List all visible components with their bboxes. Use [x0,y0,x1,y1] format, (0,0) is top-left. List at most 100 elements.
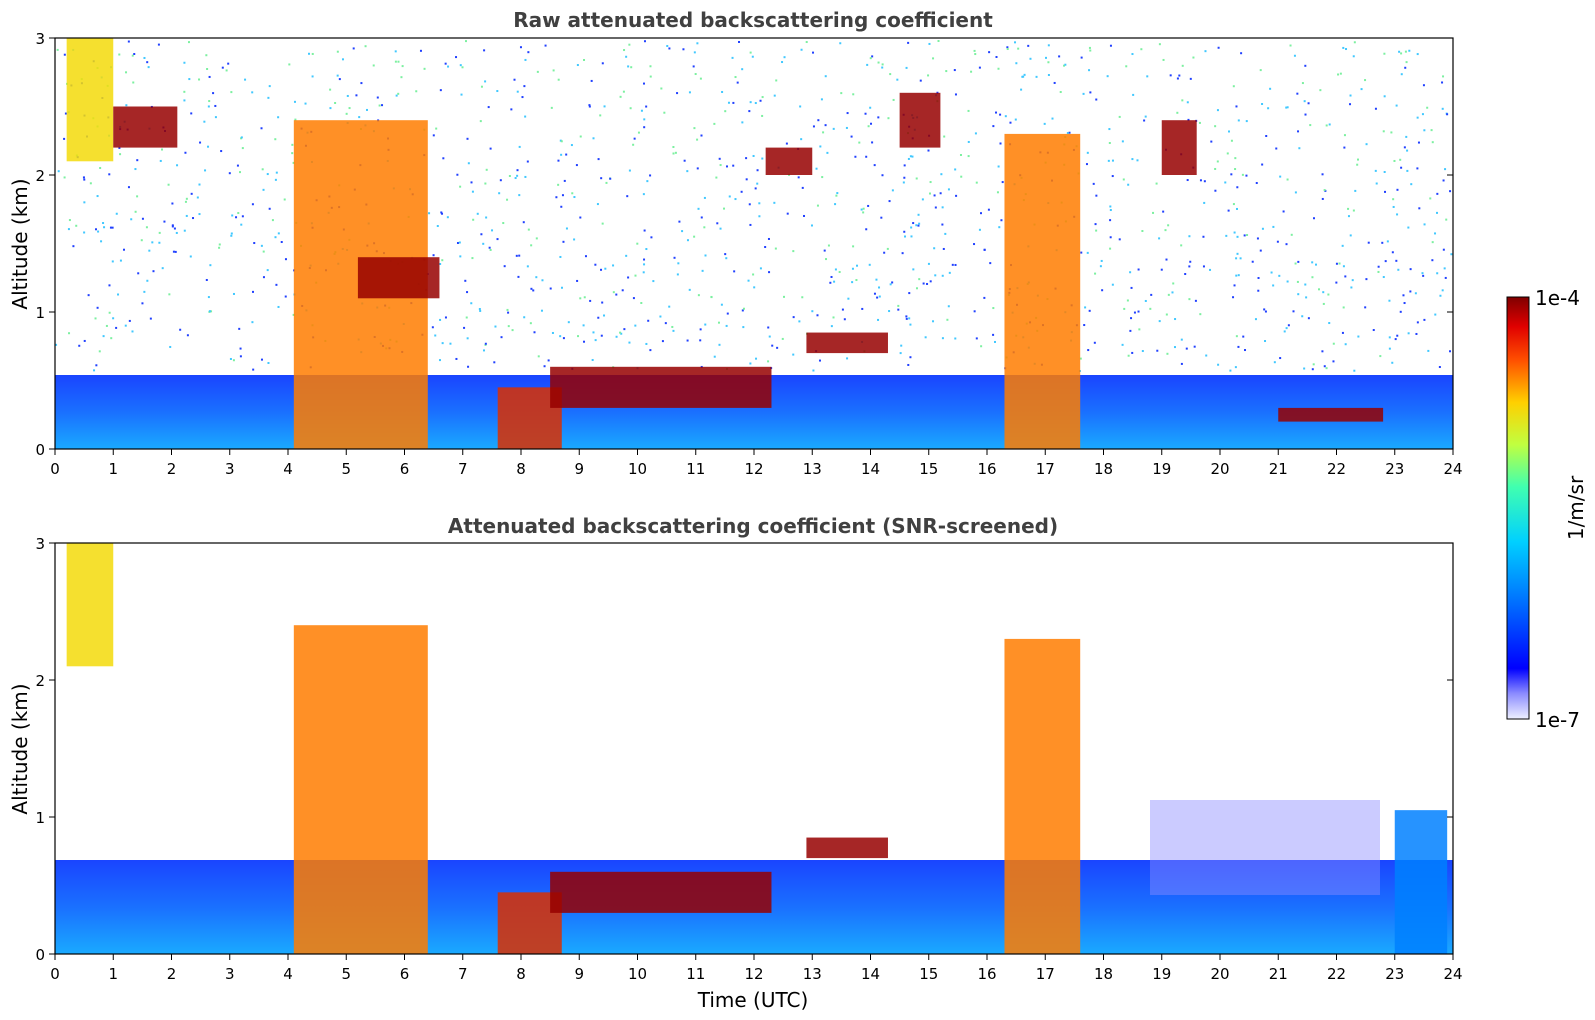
noise-speckle [745,157,748,160]
noise-speckle [827,244,830,247]
noise-speckle [1101,289,1104,292]
noise-speckle [562,240,565,243]
noise-speckle [1131,53,1134,56]
noise-speckle [1235,207,1238,210]
noise-speckle [524,175,527,178]
noise-speckle [927,74,930,77]
noise-speckle [1307,317,1310,320]
noise-speckle [1406,149,1409,152]
y-tick-label: 1 [35,809,45,827]
noise-speckle [953,69,956,72]
noise-speckle [464,40,467,43]
noise-speckle [929,280,932,283]
noise-speckle [336,74,339,77]
noise-speckle [517,275,520,278]
noise-speckle [840,92,843,95]
noise-speckle [236,164,239,167]
noise-speckle [208,75,211,78]
noise-speckle [304,102,307,105]
noise-speckle [1261,227,1264,230]
noise-speckle [1303,100,1306,103]
y-tick-label: 2 [35,167,45,185]
noise-speckle [1244,349,1247,352]
noise-speckle [754,187,757,190]
noise-speckle [507,311,510,314]
noise-speckle [485,216,488,219]
noise-speckle [1279,357,1282,360]
noise-speckle [1285,106,1288,109]
noise-speckle [1193,345,1196,348]
noise-speckle [1446,113,1449,116]
noise-speckle [733,270,736,273]
noise-speckle [1347,207,1350,210]
noise-speckle [535,237,538,240]
noise-speckle [1152,211,1155,214]
noise-speckle [1171,291,1174,294]
noise-speckle [725,324,728,327]
x-tick-label: 12 [744,965,763,983]
noise-speckle [629,107,632,110]
noise-speckle [523,316,526,319]
noise-speckle [1386,240,1389,243]
noise-speckle [172,250,175,253]
noise-speckle [583,296,586,299]
noise-speckle [1133,311,1136,314]
noise-speckle [261,168,264,171]
noise-speckle [781,337,784,340]
noise-speckle [218,243,221,246]
noise-speckle [472,218,475,221]
noise-speckle [1426,106,1429,109]
noise-speckle [917,213,920,216]
noise-speckle [1382,130,1385,133]
noise-speckle [877,116,880,119]
noise-speckle [1236,235,1239,238]
noise-speckle [192,217,195,220]
noise-speckle [395,94,398,97]
noise-speckle [1439,294,1442,297]
noise-speckle [441,342,444,345]
noise-speckle [207,105,210,108]
noise-speckle [251,91,254,94]
noise-speckle [1082,92,1085,95]
noise-speckle [530,244,533,247]
noise-speckle [903,164,906,167]
noise-speckle [1043,122,1046,125]
x-tick-label: 18 [1094,965,1113,983]
noise-speckle [905,66,908,69]
noise-speckle [1375,182,1378,185]
noise-speckle [959,153,962,156]
noise-speckle [185,214,188,217]
noise-speckle [484,182,487,185]
noise-speckle [1187,118,1190,121]
noise-speckle [1245,120,1248,123]
noise-speckle [625,254,628,257]
noise-speckle [980,212,983,215]
noise-speckle [478,308,481,311]
noise-speckle [267,96,270,99]
noise-speckle [183,61,186,64]
noise-speckle [869,106,872,109]
noise-speckle [1180,362,1183,365]
noise-speckle [1155,182,1158,185]
noise-speckle [171,225,174,228]
noise-speckle [742,307,745,310]
noise-speckle [1431,241,1434,244]
noise-speckle [444,316,447,319]
noise-speckle [63,176,66,179]
noise-speckle [471,257,474,260]
noise-speckle [1415,332,1418,335]
noise-speckle [1080,56,1083,59]
noise-speckle [998,226,1001,229]
noise-speckle [830,275,833,278]
noise-speckle [565,227,568,230]
noise-speckle [516,169,519,172]
noise-speckle [710,296,713,299]
noise-speckle [1235,105,1238,108]
noise-speckle [1189,77,1192,80]
noise-speckle [905,315,908,318]
noise-speckle [1089,49,1092,52]
noise-speckle [781,61,784,64]
noise-speckle [628,169,631,172]
noise-speckle [428,212,431,215]
